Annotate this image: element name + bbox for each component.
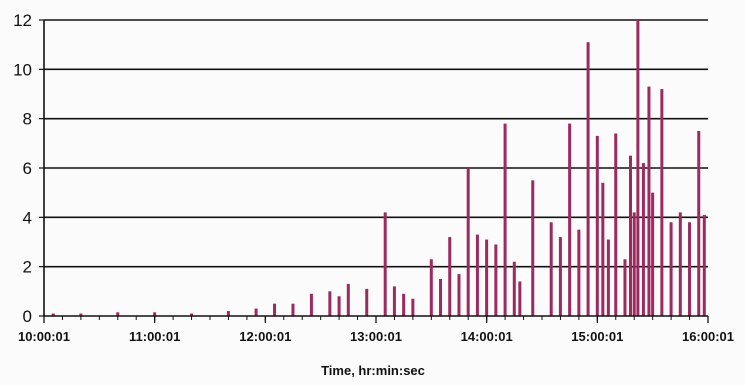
bar [254,308,258,316]
bar [614,133,618,316]
y-tick-label: 10 [13,60,32,79]
bar [606,239,610,316]
bar [601,182,605,316]
bar [392,286,396,316]
bar [697,131,701,316]
bar [79,313,83,316]
bar [503,123,507,316]
y-tick-label: 2 [23,258,32,277]
y-tick-label: 12 [13,11,32,30]
bar [291,303,295,316]
bar [457,274,461,316]
x-tick-label: 13:00:01 [350,329,402,344]
bars [51,20,706,316]
bar [475,234,479,316]
bar [429,259,433,316]
bar [549,222,553,316]
bar [629,155,633,316]
bar [531,180,535,316]
bar [518,281,522,316]
bar [383,212,387,316]
bar [632,212,636,316]
bar [636,20,640,316]
y-tick-labels: 0 2 4 6 8 10 12 [13,11,44,326]
bar [51,313,55,316]
bar [328,291,332,316]
x-tick-label: 16:00:01 [682,329,734,344]
bar [577,229,581,316]
bar [558,237,562,316]
bar [448,237,452,316]
bar [669,222,673,316]
x-tick-labels: 10:00:01 11:00:01 12:00:01 13:00:01 14:00:01… [18,316,734,344]
x-tick-label: 14:00:01 [461,329,513,344]
y-tick-label: 4 [23,208,32,227]
bar [411,298,415,316]
bar [494,244,498,316]
bar [346,283,350,316]
bar [702,214,706,316]
bar [153,312,157,316]
x-axis-label: Time, hr:min:sec [321,363,425,378]
bar [226,311,230,316]
bar [651,192,655,316]
bar [512,261,516,316]
bar [568,123,572,316]
bar [688,222,692,316]
bar [439,279,443,316]
bar [660,89,664,316]
bar [485,239,489,316]
gridlines [44,19,708,268]
bar [678,212,682,316]
x-tick-label: 11:00:01 [129,329,180,344]
bar [641,163,645,316]
bar [586,42,590,316]
bar [190,313,194,316]
bar [466,168,470,316]
bar [595,135,599,316]
bar [337,296,341,316]
bar [647,86,651,316]
bar [273,303,277,316]
x-tick-label: 12:00:01 [239,329,291,344]
x-tick-label: 15:00:01 [571,329,623,344]
bar [116,312,120,316]
y-tick-label: 6 [23,159,32,178]
y-tick-label: 0 [23,307,32,326]
y-tick-label: 8 [23,110,32,129]
x-tick-label: 10:00:01 [18,329,70,344]
bar [309,293,313,316]
bar [402,293,406,316]
bar [623,259,627,316]
bar [365,288,369,316]
